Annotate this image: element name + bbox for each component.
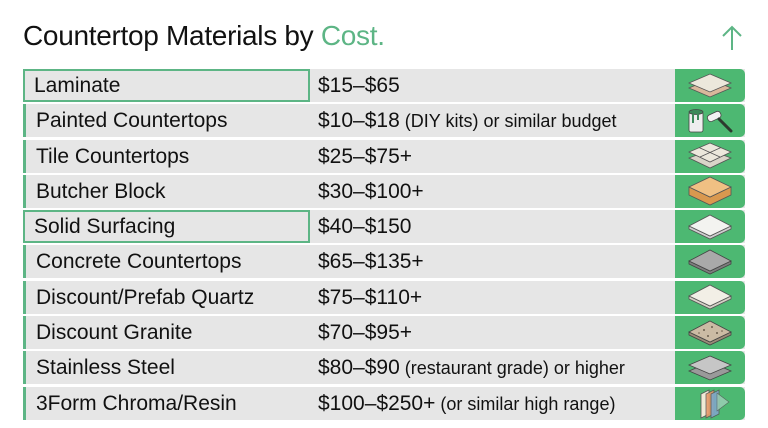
material-price: $40–$150: [318, 215, 412, 239]
icon-cell: [675, 174, 745, 208]
material-name: Painted Countertops: [23, 104, 310, 138]
table-row: 3Form Chroma/Resin $100–$250+ (or simila…: [23, 386, 745, 420]
table-row: Concrete Countertops $65–$135+: [23, 245, 745, 279]
table-row: Discount Granite $70–$95+: [23, 316, 745, 350]
material-price: $10–$18 (DIY kits) or similar budget: [318, 109, 617, 133]
wood-block-icon: [688, 176, 732, 206]
table-row: Painted Countertops $10–$18 (DIY kits) o…: [23, 104, 745, 138]
icon-cell: [675, 316, 745, 350]
arrow-up-icon[interactable]: [720, 24, 744, 52]
laminate-sheets-icon: [687, 73, 733, 97]
material-price: $65–$135+: [318, 250, 424, 274]
material-price: $70–$95+: [318, 321, 413, 345]
material-name: Butcher Block: [23, 174, 310, 208]
material-price: $15–$65: [318, 74, 400, 97]
title-main: Countertop Materials by: [23, 20, 321, 51]
resin-panels-icon: [700, 389, 730, 419]
icon-cell: [675, 69, 745, 102]
table-row: Stainless Steel $80–$90 (restaurant grad…: [23, 351, 745, 385]
quartz-slab-icon: [688, 284, 732, 310]
solid-surface-slab-icon: [688, 214, 732, 240]
material-name: Laminate: [23, 69, 310, 102]
material-name: Stainless Steel: [23, 351, 310, 385]
icon-cell: [675, 139, 745, 173]
icon-cell: [675, 351, 745, 385]
table-row: Solid Surfacing $40–$150: [23, 210, 745, 244]
materials-table: Laminate $15–$65 Painted Countertops $10…: [23, 69, 745, 422]
material-name: Discount/Prefab Quartz: [23, 280, 310, 314]
table-row: Discount/Prefab Quartz $75–$110+: [23, 280, 745, 314]
material-price: $80–$90 (restaurant grade) or higher: [318, 356, 625, 380]
icon-cell: [675, 104, 745, 138]
material-name: Discount Granite: [23, 316, 310, 350]
page-title: Countertop Materials by Cost.: [23, 20, 385, 52]
table-row: Butcher Block $30–$100+: [23, 174, 745, 208]
material-name: 3Form Chroma/Resin: [23, 386, 310, 420]
material-price: $100–$250+ (or similar high range): [318, 391, 616, 415]
material-name: Solid Surfacing: [23, 210, 310, 244]
table-row: Tile Countertops $25–$75+: [23, 139, 745, 173]
material-name: Tile Countertops: [23, 139, 310, 173]
granite-slab-icon: [688, 320, 732, 346]
icon-cell: [675, 386, 745, 420]
steel-sheets-icon: [687, 355, 733, 381]
concrete-slab-icon: [688, 249, 732, 275]
material-name: Concrete Countertops: [23, 245, 310, 279]
icon-cell: [675, 245, 745, 279]
icon-cell: [675, 210, 745, 244]
material-price: $30–$100+: [318, 179, 424, 203]
paint-can-roller-icon: [688, 108, 733, 133]
material-price: $75–$110+: [318, 285, 423, 309]
title-accent: Cost.: [320, 20, 385, 51]
table-row: Laminate $15–$65: [23, 69, 745, 102]
icon-cell: [675, 280, 745, 314]
tile-stack-icon: [687, 142, 733, 169]
material-price: $25–$75+: [318, 144, 413, 168]
